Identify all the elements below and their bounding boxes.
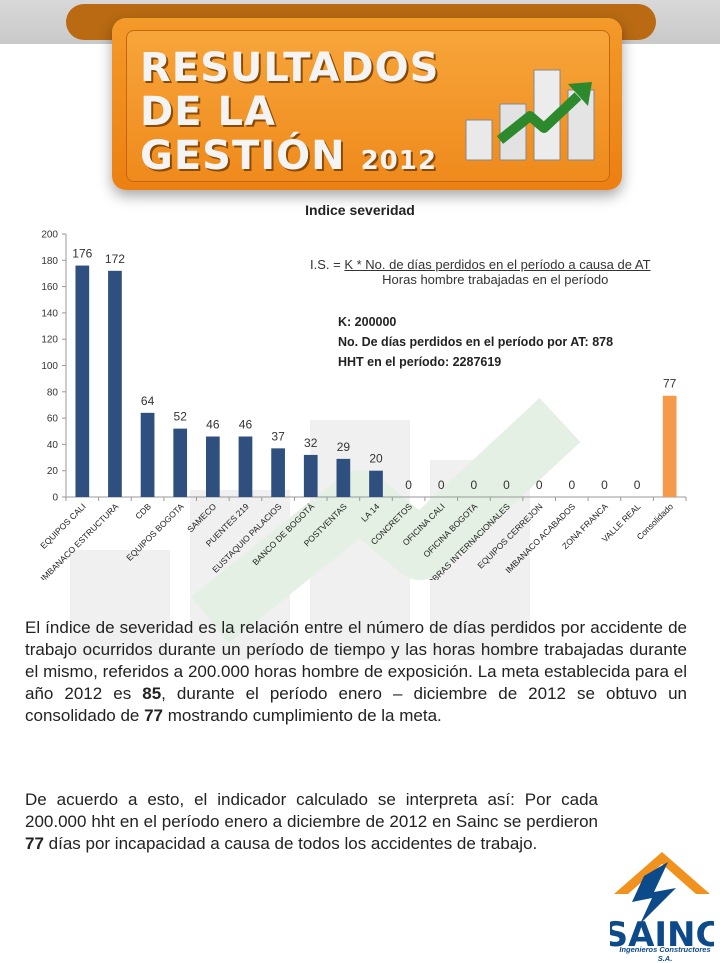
background-watermark-art (70, 398, 581, 660)
y-tick-label: 0 (52, 493, 58, 504)
y-tick-label: 60 (47, 414, 59, 425)
bar (205, 436, 220, 497)
chart-data-labels: 176 172 64 52 46 46 37 32 29 20 0 0 0 0 0 0 0 0 77 (72, 247, 676, 492)
data-label: 37 (271, 429, 285, 443)
y-tick-label: 200 (41, 230, 58, 241)
p2-text-a: De acuerdo a esto, el indicador calculad… (25, 790, 598, 831)
data-label: 52 (174, 410, 188, 424)
data-label: 32 (304, 436, 318, 450)
y-tick-label: 20 (47, 466, 59, 477)
bar (271, 448, 285, 497)
x-tick-label: LA 14 (359, 501, 382, 524)
data-label: 0 (438, 478, 445, 492)
constant-hht: HHT en el período: 2287619 (338, 355, 502, 369)
x-tick-label: BANCO DE BOGOTÁ (250, 501, 316, 567)
bar (336, 458, 351, 497)
data-label: 77 (663, 377, 677, 391)
p1-text-a: El índice de severidad es la relación en… (25, 618, 687, 703)
data-label: 0 (568, 478, 575, 492)
data-label: 0 (405, 478, 412, 492)
bar (108, 270, 122, 497)
data-label: 20 (369, 452, 383, 466)
y-tick-label: 180 (41, 256, 58, 267)
formula-denominator: Horas hombre trabajadas en el período (382, 272, 609, 287)
data-label: 46 (239, 418, 253, 432)
y-tick-label: 40 (47, 440, 59, 451)
x-tick-label: EQUIPOS BOGOTA (124, 501, 186, 563)
sainc-logo: SAINC (610, 852, 714, 955)
bar (662, 395, 677, 497)
paragraph-2: De acuerdo a esto, el indicador calculad… (25, 789, 598, 855)
constant-k: K: 200000 (338, 315, 397, 329)
formula-prefix: I.S. = (310, 257, 345, 272)
y-tick-label: 100 (41, 361, 58, 372)
p1-text-e: mostrando cumplimiento de la meta. (163, 706, 442, 725)
bar (140, 412, 155, 497)
paragraph-1: El índice de severidad es la relación en… (25, 617, 687, 727)
bar (303, 454, 318, 497)
constants-block: K: 200000 No. De días perdidos en el per… (338, 312, 613, 372)
p2-text-c: días por incapacidad a causa de todos lo… (43, 834, 538, 853)
data-label: 0 (536, 478, 543, 492)
bar (238, 436, 253, 497)
p1-text-c: , durante el período enero – diciembre d… (25, 684, 687, 725)
page-title: RESULTADOS DE LA GESTIÓN 2012 (140, 46, 439, 183)
data-label: 0 (634, 478, 641, 492)
logo-wordmark: SAINC (610, 915, 714, 955)
data-label: 46 (206, 418, 220, 432)
data-label: 0 (503, 478, 510, 492)
bar (75, 265, 90, 497)
chart-heading: Indice severidad (305, 202, 415, 218)
title-line-3: GESTIÓN 2012 (140, 134, 439, 183)
y-tick-label: 160 (41, 282, 58, 293)
x-tick-label: SAMECO (185, 501, 218, 534)
p2-result-value: 77 (25, 834, 44, 853)
growth-chart-icon (465, 69, 595, 161)
bar (173, 428, 188, 497)
data-label: 0 (471, 478, 478, 492)
formula: I.S. = K * No. de días perdidos en el pe… (310, 257, 651, 287)
y-tick-label: 80 (47, 387, 59, 398)
formula-numerator: K * No. de días perdidos en el período a… (344, 257, 651, 272)
data-label: 64 (141, 394, 155, 408)
bar (369, 470, 383, 497)
title-year: 2012 (360, 146, 437, 176)
data-label: 172 (105, 252, 125, 266)
chart-bars (75, 265, 677, 497)
logo-tagline: Ingenieros Constructores S.A. (619, 945, 711, 963)
data-label: 29 (337, 440, 351, 454)
title-line-2: DE LA (140, 89, 276, 135)
p1-goal-value: 85 (142, 684, 162, 703)
p1-result-value: 77 (144, 706, 164, 725)
title-gestion: GESTIÓN (140, 133, 346, 179)
y-tick-label: 140 (41, 308, 58, 319)
y-tick-label: 120 (41, 335, 58, 346)
title-line-1: RESULTADOS (140, 45, 440, 91)
data-label: 0 (601, 478, 608, 492)
header-banner-inner (126, 30, 610, 182)
data-label: 176 (72, 247, 92, 261)
constant-days: No. De días perdidos en el período por A… (338, 335, 614, 349)
x-tick-label: CDB (133, 501, 153, 521)
